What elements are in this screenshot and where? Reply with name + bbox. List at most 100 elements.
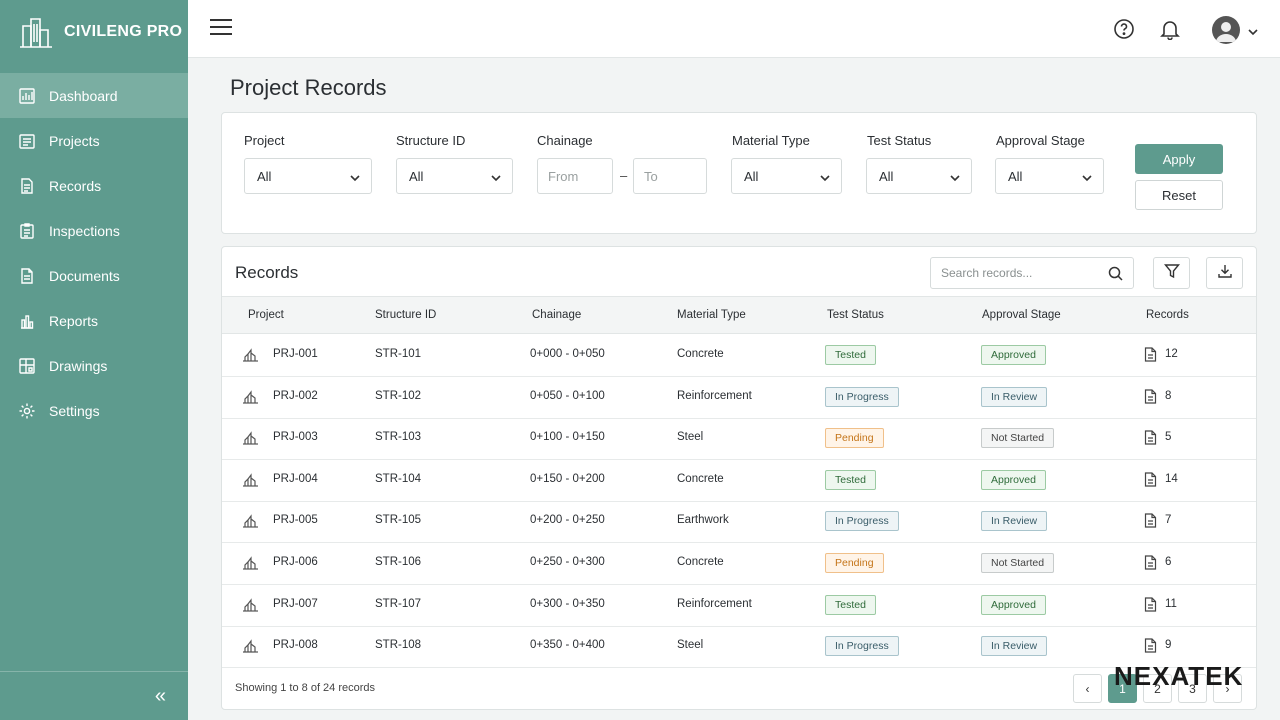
projects-icon xyxy=(18,132,36,150)
column-header[interactable]: Material Type xyxy=(677,309,746,321)
cell-material-type: Reinforcement xyxy=(677,597,752,610)
sidebar-item-drawings[interactable]: Drawings xyxy=(0,343,188,388)
filter-icon xyxy=(1163,263,1180,284)
document-icon xyxy=(1144,513,1157,533)
search-icon xyxy=(1108,266,1123,284)
table-header: Project Structure ID Chainage Material T… xyxy=(222,296,1256,334)
table-row[interactable]: PRJ-007 STR-107 0+300 - 0+350 Reinforcement… xyxy=(222,585,1256,627)
test-status-badge: Pending xyxy=(825,428,884,449)
approval-filter-value: All xyxy=(1008,168,1023,184)
reports-icon xyxy=(18,312,36,330)
column-header[interactable]: Approval Stage xyxy=(982,309,1061,321)
chainage-from-input[interactable]: From xyxy=(537,158,613,194)
structure-icon xyxy=(242,597,259,617)
cell-records-count: 9 xyxy=(1165,639,1172,652)
sidebar-item-label: Reports xyxy=(49,312,99,329)
approval-filter-label: Approval Stage xyxy=(996,133,1085,148)
cell-structure-id: STR-108 xyxy=(375,639,422,652)
sidebar-item-reports[interactable]: Reports xyxy=(0,298,188,343)
cell-material-type: Concrete xyxy=(677,348,724,360)
page-2-button[interactable]: 2 xyxy=(1143,674,1172,703)
cell-chainage: 0+250 - 0+300 xyxy=(530,556,605,568)
brand[interactable]: CIVILENG PRO xyxy=(0,0,188,64)
user-avatar[interactable] xyxy=(1212,16,1240,44)
cell-chainage: 0+150 - 0+200 xyxy=(530,472,605,485)
table-row[interactable]: PRJ-005 STR-105 0+200 - 0+250 Earthwork In P… xyxy=(222,501,1256,544)
material-filter-select[interactable]: All xyxy=(731,158,842,194)
cell-project: PRJ-008 xyxy=(273,639,318,652)
structure-icon xyxy=(242,514,259,533)
reset-button[interactable]: Reset xyxy=(1135,180,1223,210)
cell-project: PRJ-001 xyxy=(273,348,318,360)
collapse-sidebar-icon[interactable]: « xyxy=(154,684,166,707)
page-3-button[interactable]: 3 xyxy=(1178,674,1207,703)
chevron-down-icon xyxy=(819,171,831,186)
cell-project: PRJ-004 xyxy=(273,472,318,485)
sidebar-item-projects[interactable]: Projects xyxy=(0,118,188,163)
sidebar-nav: Dashboard Projects Records Inspections Docum… xyxy=(0,73,188,433)
structure-icon xyxy=(242,431,259,450)
column-header[interactable]: Project xyxy=(248,309,284,321)
chevron-down-icon xyxy=(349,171,361,186)
chevron-down-icon[interactable] xyxy=(1247,24,1259,42)
structure-icon xyxy=(242,556,259,575)
sidebar-item-settings[interactable]: Settings xyxy=(0,388,188,433)
prev-page-button[interactable]: ‹ xyxy=(1073,674,1102,703)
test-status-badge: In Progress xyxy=(825,511,899,532)
test-status-badge: Tested xyxy=(825,469,876,490)
cell-structure-id: STR-106 xyxy=(375,556,422,568)
page-1-button[interactable]: 1 xyxy=(1108,674,1137,703)
sidebar-item-inspections[interactable]: Inspections xyxy=(0,208,188,253)
chainage-to-input[interactable]: To xyxy=(633,158,707,194)
building-logo-icon xyxy=(18,16,54,48)
next-page-button[interactable]: › xyxy=(1213,674,1242,703)
notification-bell-icon[interactable] xyxy=(1159,18,1181,45)
table-row[interactable]: PRJ-001 STR-101 0+000 - 0+050 Concrete Teste… xyxy=(222,335,1256,377)
document-icon xyxy=(1144,472,1157,492)
column-header[interactable]: Chainage xyxy=(532,309,582,321)
sidebar-item-dashboard[interactable]: Dashboard xyxy=(0,73,188,118)
search-input[interactable]: Search records... xyxy=(930,257,1134,289)
filter-panel: Project All Structure ID All Chainage Fr… xyxy=(221,112,1257,234)
inspections-icon xyxy=(18,222,36,240)
cell-material-type: Reinforcement xyxy=(677,389,752,402)
project-filter-label: Project xyxy=(244,133,285,148)
test-status-filter-select[interactable]: All xyxy=(866,158,972,194)
table-row[interactable]: PRJ-006 STR-106 0+250 - 0+300 Concrete Pendi… xyxy=(222,543,1256,585)
document-icon xyxy=(1144,388,1157,409)
project-filter-select[interactable]: All xyxy=(244,158,372,194)
cell-records-count: 11 xyxy=(1165,597,1177,610)
cell-records-count: 5 xyxy=(1165,431,1172,444)
cell-records-count: 7 xyxy=(1165,514,1172,527)
sidebar-item-label: Documents xyxy=(49,267,120,284)
sidebar-item-label: Records xyxy=(49,177,102,194)
table-row[interactable]: PRJ-008 STR-108 0+350 - 0+400 Steel In Progr… xyxy=(222,626,1256,669)
cell-chainage: 0+300 - 0+350 xyxy=(530,597,605,610)
apply-button[interactable]: Apply xyxy=(1135,144,1223,174)
cell-material-type: Earthwork xyxy=(677,514,729,527)
help-icon[interactable] xyxy=(1113,18,1135,45)
sidebar: CIVILENG PRO Dashboard Projects Records Ins… xyxy=(0,0,188,720)
sidebar-item-label: Inspections xyxy=(49,222,120,239)
structure-filter-select[interactable]: All xyxy=(396,158,513,194)
download-button[interactable] xyxy=(1206,257,1243,289)
table-row[interactable]: PRJ-003 STR-103 0+100 - 0+150 Steel Pending N… xyxy=(222,418,1256,461)
cell-structure-id: STR-107 xyxy=(375,597,422,610)
cell-records-count: 12 xyxy=(1165,348,1178,360)
column-header[interactable]: Structure ID xyxy=(375,309,437,321)
cell-material-type: Steel xyxy=(677,431,704,444)
cell-structure-id: STR-103 xyxy=(375,431,422,444)
column-header[interactable]: Test Status xyxy=(827,309,884,321)
approval-filter-select[interactable]: All xyxy=(995,158,1104,194)
table-row[interactable]: PRJ-004 STR-104 0+150 - 0+200 Concrete Teste… xyxy=(222,460,1256,502)
menu-toggle-icon[interactable] xyxy=(210,19,232,37)
table-row[interactable]: PRJ-002 STR-102 0+050 - 0+100 Reinforcement… xyxy=(222,377,1256,419)
filter-button[interactable] xyxy=(1153,257,1190,289)
nexatek-watermark: NEXATEK xyxy=(1114,661,1244,691)
sidebar-item-documents[interactable]: Documents xyxy=(0,253,188,298)
sidebar-item-label: Settings xyxy=(49,402,100,419)
cell-chainage: 0+000 - 0+050 xyxy=(530,348,605,360)
sidebar-item-records[interactable]: Records xyxy=(0,163,188,208)
column-header[interactable]: Records xyxy=(1146,309,1189,321)
cell-chainage: 0+100 - 0+150 xyxy=(530,431,605,444)
